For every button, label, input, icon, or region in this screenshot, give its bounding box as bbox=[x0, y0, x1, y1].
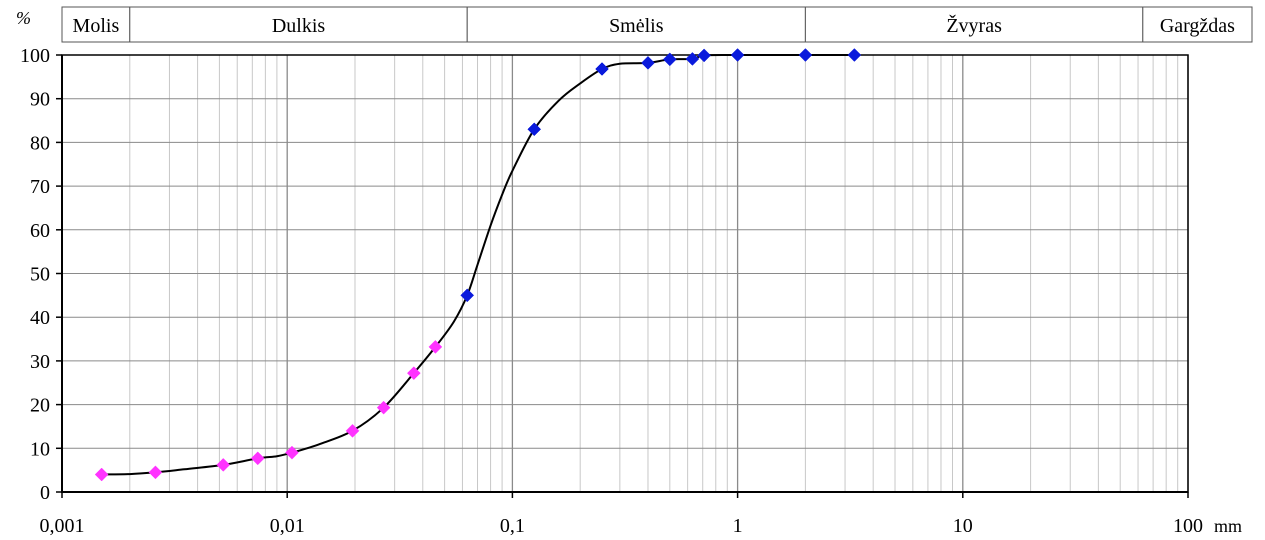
point-blue bbox=[847, 48, 862, 62]
x-tick-label: 10 bbox=[953, 515, 973, 537]
soil-class-cell bbox=[129, 6, 468, 43]
point-pink bbox=[428, 340, 443, 354]
soil-class-label: Gargždas bbox=[1160, 15, 1235, 37]
x-tick-label: 1 bbox=[733, 515, 743, 537]
point-pink bbox=[250, 451, 265, 466]
y-tick-label: 40 bbox=[30, 307, 50, 329]
point-pink bbox=[148, 465, 163, 480]
grading-curve bbox=[101, 53, 855, 476]
soil-class-label: Molis bbox=[73, 15, 120, 37]
y-tick-label: 100 bbox=[20, 45, 50, 67]
soil-class-label: Žvyras bbox=[946, 14, 1002, 37]
point-blue bbox=[641, 56, 655, 70]
point-blue bbox=[527, 122, 542, 137]
x-axis-unit: mm bbox=[1214, 516, 1242, 536]
soil-class-cell bbox=[1142, 6, 1253, 43]
x-axis: 0,001 0,01 0,1 1 10 100 bbox=[40, 491, 1203, 537]
y-tick-label: 80 bbox=[30, 132, 50, 154]
y-tick-label: 50 bbox=[30, 264, 50, 286]
y-tick-label: 90 bbox=[30, 89, 50, 111]
point-blue bbox=[460, 288, 475, 303]
point-pink bbox=[406, 366, 421, 380]
y-axis-unit: % bbox=[16, 8, 31, 28]
soil-class-header: Molis Dulkis Smėlis Žvyras Gargždas bbox=[61, 6, 1253, 43]
grid bbox=[61, 54, 1189, 493]
point-pink bbox=[345, 423, 360, 438]
point-blue bbox=[730, 48, 745, 62]
y-axis: 0 10 20 30 40 50 60 70 80 90 100 bbox=[20, 45, 63, 504]
y-tick-label: 20 bbox=[30, 395, 50, 417]
y-tick-label: 0 bbox=[40, 482, 50, 504]
soil-class-label: Smėlis bbox=[609, 15, 664, 37]
y-tick-label: 30 bbox=[30, 351, 50, 373]
soil-class-cell bbox=[804, 6, 1144, 43]
point-pink bbox=[285, 445, 299, 460]
point-pink bbox=[216, 458, 231, 472]
soil-class-cell bbox=[61, 6, 131, 43]
point-blue bbox=[798, 48, 813, 62]
point-blue bbox=[685, 52, 700, 66]
data-points bbox=[94, 48, 862, 482]
x-tick-label: 0,1 bbox=[500, 515, 525, 537]
point-blue bbox=[697, 48, 711, 63]
y-tick-label: 70 bbox=[30, 176, 50, 198]
soil-class-label: Dulkis bbox=[272, 15, 326, 37]
y-tick-label: 60 bbox=[30, 220, 50, 242]
point-pink bbox=[376, 400, 391, 415]
y-tick-label: 10 bbox=[30, 438, 50, 460]
x-tick-label: 0,001 bbox=[40, 515, 85, 537]
point-blue bbox=[662, 52, 677, 67]
x-tick-label: 0,01 bbox=[270, 515, 305, 537]
point-blue bbox=[595, 62, 609, 76]
x-tick-label: 100 bbox=[1173, 515, 1203, 537]
soil-class-cell bbox=[466, 6, 806, 43]
point-pink bbox=[94, 467, 109, 482]
